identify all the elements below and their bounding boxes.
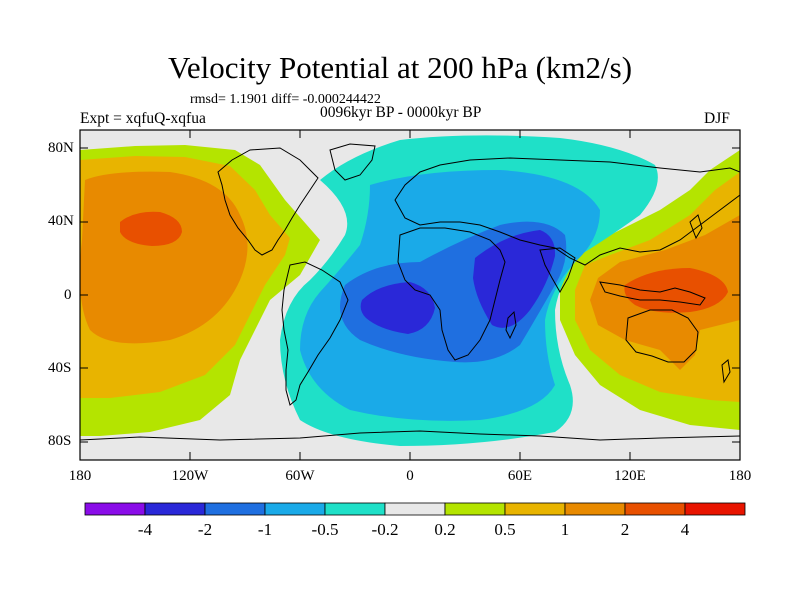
colorbar-label: 0.2 (434, 520, 456, 539)
y-tick-label: 40S (48, 360, 72, 376)
contour-pos-2-west (120, 211, 182, 246)
stats-line: rmsd= 1.1901 diff= -0.000244422 (190, 92, 381, 107)
colorbar-label: -4 (137, 520, 153, 539)
map-title: Velocity Potential at 200 hPa (km2/s) (167, 50, 633, 85)
colorbar-swatch (264, 502, 326, 516)
colorbar-label: -0.2 (371, 520, 399, 539)
x-tick-label: 0 (406, 468, 414, 484)
x-tick-label: 180 (68, 468, 92, 484)
y-tick-label: 0 (64, 287, 72, 303)
y-tick-label: 80N (48, 140, 74, 156)
x-tick-label: 180 (728, 468, 752, 484)
colorbar-label: 2 (620, 520, 630, 539)
x-tick-label: 120E (614, 468, 646, 484)
colorbar-swatch (624, 502, 686, 516)
colorbar-swatch (444, 502, 506, 516)
x-tick-marks (79, 130, 741, 460)
y-tick-label: 80S (48, 433, 72, 449)
y-tick-marks (80, 147, 740, 443)
contour-pos-1-west (80, 171, 248, 344)
colorbar-label: -0.5 (311, 520, 339, 539)
colorbar-swatch (84, 502, 146, 516)
colorbar-label: 4 (680, 520, 690, 539)
coastlines (80, 143, 740, 441)
colorbar-swatch (564, 502, 626, 516)
contour-neg-2-atlantic (360, 282, 435, 334)
colorbar-swatch (384, 502, 446, 516)
colorbar-label: 0.5 (494, 520, 516, 539)
season-label: DJF (704, 110, 730, 127)
colorbar-swatch (324, 502, 386, 516)
x-tick-label: 60E (507, 468, 533, 484)
x-tick-label: 60W (285, 468, 315, 484)
colorbar-swatch (144, 502, 206, 516)
x-tick-label: 120W (171, 468, 209, 484)
colorbar-label: -2 (197, 520, 213, 539)
y-tick-label: 40N (48, 213, 74, 229)
contour-field (80, 130, 740, 460)
experiment-label: Expt = xqfuQ-xqfua (80, 110, 206, 127)
colorbar-label: 1 (560, 520, 570, 539)
colorbar-label: -1 (257, 520, 273, 539)
colorbar-swatch (204, 502, 266, 516)
colorbar-swatch (504, 502, 566, 516)
colorbar (84, 502, 746, 516)
contour-neg-2-indian (473, 230, 556, 328)
colorbar-swatch (684, 502, 746, 516)
period-label: 0096kyr BP - 0000kyr BP (320, 104, 482, 121)
